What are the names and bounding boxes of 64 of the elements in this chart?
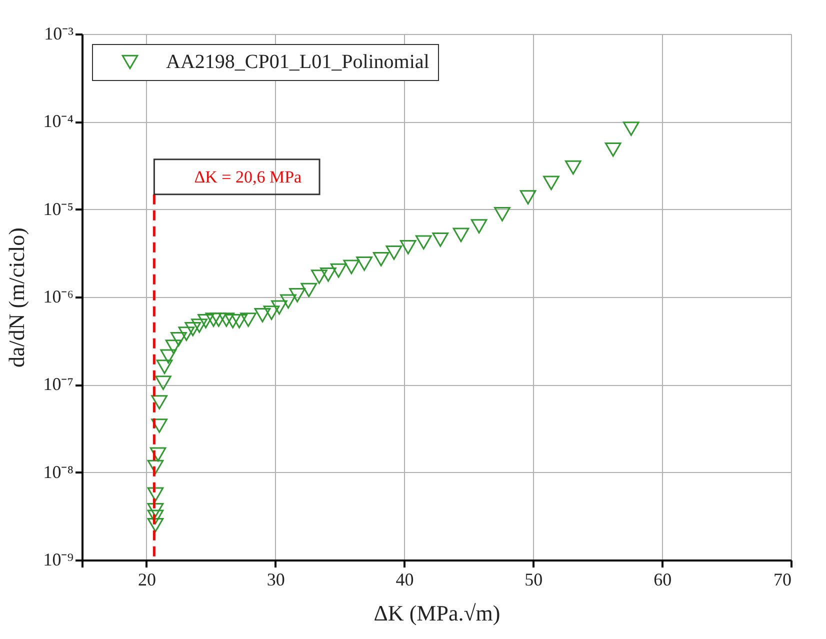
point xyxy=(218,312,235,327)
point xyxy=(280,294,296,309)
point xyxy=(147,487,164,502)
point xyxy=(520,190,536,205)
point xyxy=(184,322,202,336)
x-axis-title: ΔK (MPa.√m) xyxy=(374,600,500,626)
point xyxy=(156,360,173,374)
point xyxy=(240,312,256,327)
point xyxy=(320,267,336,282)
point xyxy=(254,308,271,322)
point xyxy=(300,282,318,298)
point xyxy=(147,503,164,518)
point xyxy=(372,252,390,266)
point xyxy=(415,235,432,250)
point xyxy=(165,340,182,354)
point xyxy=(150,447,166,462)
point xyxy=(343,260,360,274)
point xyxy=(432,232,449,247)
point xyxy=(564,160,582,175)
point xyxy=(330,263,347,278)
y-tick-label: 10⁻⁹ xyxy=(43,550,74,570)
x-tick-label: 20 xyxy=(138,570,156,590)
x-tick-label: 70 xyxy=(774,570,792,590)
point xyxy=(147,510,164,524)
point xyxy=(160,349,177,364)
point xyxy=(543,176,560,190)
point xyxy=(198,314,214,328)
point xyxy=(263,306,280,320)
point xyxy=(147,518,164,532)
point xyxy=(151,395,168,410)
point xyxy=(231,314,248,328)
point xyxy=(494,207,510,222)
point xyxy=(210,312,227,327)
x-tick-label: 50 xyxy=(524,570,543,590)
point xyxy=(191,318,208,333)
x-tick-label: 60 xyxy=(654,570,672,590)
y-axis-title: da/dN (m/ciclo) xyxy=(4,228,30,368)
point xyxy=(155,376,172,390)
x-tick-label: 40 xyxy=(396,570,414,590)
y-tick-label: 10⁻⁸ xyxy=(43,462,74,482)
y-tick-label: 10⁻⁷ xyxy=(43,374,74,394)
point xyxy=(470,219,488,234)
point xyxy=(622,122,640,136)
point xyxy=(178,326,195,342)
y-tick-label: 10⁻⁵ xyxy=(43,198,74,219)
ref-line-label: ΔK = 20,6 MPa xyxy=(194,167,302,186)
legend-label: AA2198_CP01_L01_Polinomial xyxy=(166,51,430,73)
point xyxy=(356,256,372,271)
point xyxy=(147,460,164,474)
point xyxy=(604,142,622,157)
point xyxy=(271,300,288,315)
point xyxy=(311,270,328,284)
point xyxy=(289,288,306,302)
point xyxy=(386,246,402,260)
point xyxy=(170,332,187,346)
point xyxy=(452,228,470,242)
point xyxy=(224,314,241,328)
y-tick-label: 10⁻⁶ xyxy=(43,286,74,306)
point xyxy=(205,312,222,327)
y-tick-label: 10⁻³ xyxy=(44,24,74,44)
point xyxy=(151,418,168,433)
x-tick-label: 30 xyxy=(266,570,285,590)
point xyxy=(400,240,416,254)
y-tick-label: 10⁻⁴ xyxy=(43,111,74,132)
